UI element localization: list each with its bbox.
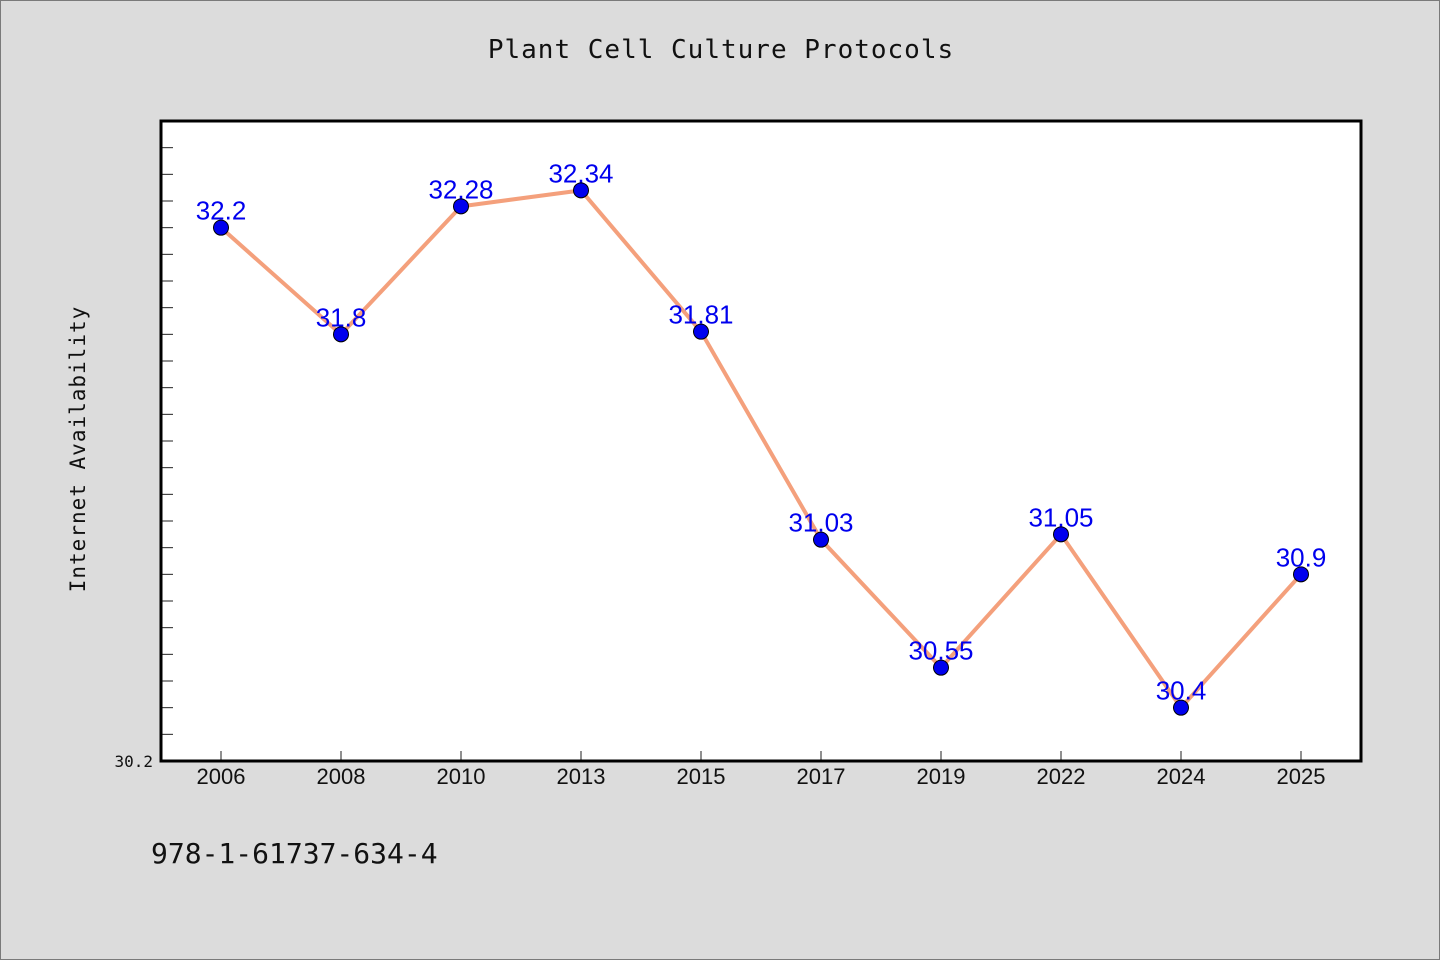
data-label: 31.03 [788, 508, 853, 538]
data-label: 30.9 [1276, 542, 1327, 572]
data-point [933, 659, 949, 676]
chart-title: Plant Cell Culture Protocols [487, 35, 955, 65]
x-tick-label: 2019 [917, 764, 966, 789]
data-point [333, 326, 349, 343]
x-tick-label: 2015 [677, 764, 726, 789]
x-tick-label: 2013 [557, 764, 606, 789]
data-point [1053, 526, 1069, 543]
data-label: 31.8 [316, 302, 367, 332]
data-label: 31.81 [668, 300, 733, 330]
footnote-isbn: 978-1-61737-634-4 [151, 837, 438, 870]
data-point [573, 182, 589, 199]
x-tick-label: 2010 [437, 764, 486, 789]
data-point [1173, 699, 1189, 716]
x-tick-label: 2006 [197, 764, 246, 789]
x-tick-label: 2017 [797, 764, 846, 789]
data-point [1293, 566, 1309, 583]
data-point [693, 323, 709, 340]
data-label: 32.2 [196, 196, 247, 226]
data-label: 31.05 [1028, 502, 1093, 532]
data-label: 32.28 [428, 174, 493, 204]
x-tick-label: 2008 [317, 764, 366, 789]
x-tick-label: 2022 [1037, 764, 1086, 789]
data-point [453, 198, 469, 215]
data-label: 30.4 [1156, 676, 1207, 706]
x-tick-label: 2025 [1277, 764, 1326, 789]
data-label: 30.55 [908, 636, 973, 666]
plot-area [161, 121, 1361, 761]
data-point [213, 219, 229, 236]
plot-border [159, 119, 1363, 763]
data-label: 32.34 [548, 158, 613, 188]
y-tick-label-min: 30.2 [114, 752, 153, 771]
x-tick-label: 2024 [1157, 764, 1206, 789]
data-point [813, 531, 829, 548]
series-line [219, 188, 1303, 710]
